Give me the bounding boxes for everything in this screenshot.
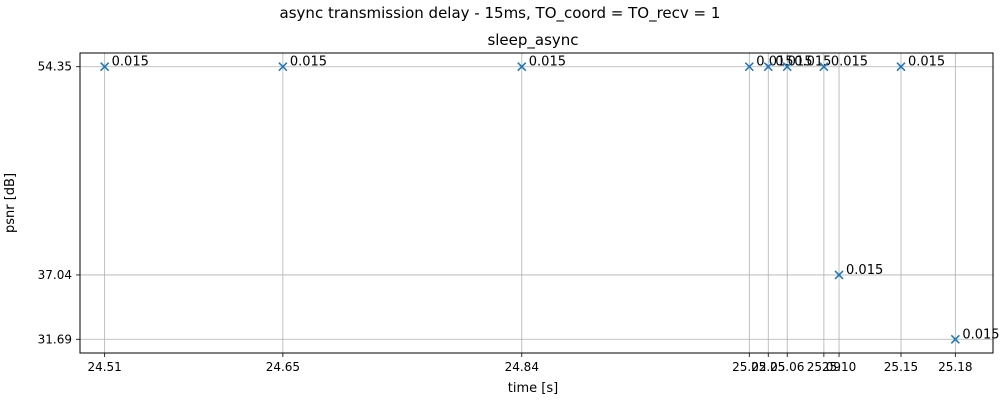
data-label: 0.015 (962, 327, 999, 342)
data-point (834, 270, 844, 280)
data-label: 0.015 (908, 55, 945, 70)
x-tick-label: 25.06 (770, 360, 804, 374)
data-label: 0.015 (831, 55, 868, 70)
data-point (896, 62, 906, 72)
data-point (950, 334, 960, 344)
data-point (517, 62, 527, 72)
x-tick-label: 25.09 (807, 360, 841, 374)
x-axis-label: time [s] (508, 381, 558, 396)
y-tick-label: 31.69 (38, 332, 72, 346)
y-axis-label: psnr [dB] (3, 173, 18, 233)
data-label: 0.015 (529, 55, 566, 70)
data-point (782, 62, 792, 72)
data-point (763, 62, 773, 72)
data-label: 0.015 (756, 55, 793, 70)
data-label: 0.015 (775, 55, 812, 70)
data-label: 0.015 (846, 263, 883, 278)
x-tick-label: 24.84 (505, 360, 539, 374)
data-label: 0.015 (290, 55, 327, 70)
data-point (819, 62, 829, 72)
chart-suptitle: async transmission delay - 15ms, TO_coor… (280, 4, 721, 23)
chart-title: sleep_async (487, 31, 578, 50)
y-tick-label: 54.35 (38, 60, 72, 74)
data-point (100, 62, 110, 72)
data-point (744, 62, 754, 72)
x-tick-label: 25.15 (884, 360, 918, 374)
x-tick-label: 25.10 (822, 360, 856, 374)
data-point (278, 62, 288, 72)
data-label: 0.015 (112, 55, 149, 70)
y-tick-label: 37.04 (38, 268, 72, 282)
data-label: 0.015 (794, 55, 831, 70)
x-tick-label: 24.51 (87, 360, 121, 374)
x-tick-label: 25.18 (938, 360, 972, 374)
x-tick-label: 24.65 (266, 360, 300, 374)
plot-frame (79, 52, 994, 354)
grid-lines (80, 53, 993, 353)
x-tick-label: 25.05 (751, 360, 785, 374)
x-tick-label: 25.02 (732, 360, 766, 374)
